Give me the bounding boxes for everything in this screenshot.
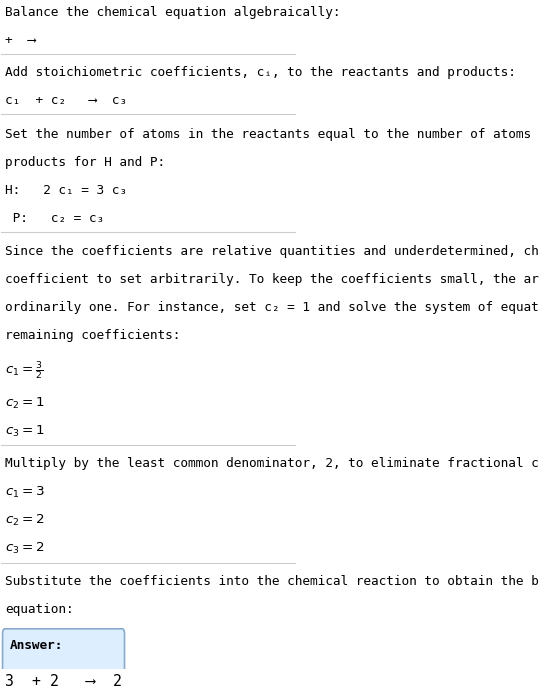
Text: Multiply by the least common denominator, 2, to eliminate fractional coefficient: Multiply by the least common denominator…: [5, 458, 539, 471]
Text: $c_3 = 2$: $c_3 = 2$: [5, 541, 45, 557]
Text: +  ⟶: + ⟶: [5, 34, 36, 47]
Text: Add stoichiometric coefficients, cᵢ, to the reactants and products:: Add stoichiometric coefficients, cᵢ, to …: [5, 66, 516, 79]
Text: $c_3 = 1$: $c_3 = 1$: [5, 424, 45, 439]
Text: H:   2 c₁ = 3 c₃: H: 2 c₁ = 3 c₃: [5, 184, 127, 197]
Text: Substitute the coefficients into the chemical reaction to obtain the balanced: Substitute the coefficients into the che…: [5, 574, 539, 588]
Text: P:   c₂ = c₃: P: c₂ = c₃: [5, 212, 104, 225]
Text: equation:: equation:: [5, 603, 73, 616]
Text: 3  + 2   ⟶  2: 3 + 2 ⟶ 2: [5, 674, 122, 688]
Text: Balance the chemical equation algebraically:: Balance the chemical equation algebraica…: [5, 6, 341, 19]
Text: ordinarily one. For instance, set c₂ = 1 and solve the system of equations for t: ordinarily one. For instance, set c₂ = 1…: [5, 301, 539, 314]
Text: Answer:: Answer:: [10, 639, 64, 652]
Text: coefficient to set arbitrarily. To keep the coefficients small, the arbitrary va: coefficient to set arbitrarily. To keep …: [5, 273, 539, 286]
Text: $c_1 = 3$: $c_1 = 3$: [5, 485, 45, 500]
Text: $c_2 = 1$: $c_2 = 1$: [5, 396, 45, 411]
Text: $c_2 = 2$: $c_2 = 2$: [5, 513, 45, 528]
Text: remaining coefficients:: remaining coefficients:: [5, 329, 180, 342]
Text: c₁  + c₂   ⟶  c₃: c₁ + c₂ ⟶ c₃: [5, 94, 127, 107]
FancyBboxPatch shape: [3, 629, 125, 688]
Text: $c_1 = \frac{3}{2}$: $c_1 = \frac{3}{2}$: [5, 360, 43, 382]
Text: Set the number of atoms in the reactants equal to the number of atoms in the: Set the number of atoms in the reactants…: [5, 127, 539, 140]
Text: products for H and P:: products for H and P:: [5, 155, 165, 169]
Text: Since the coefficients are relative quantities and underdetermined, choose a: Since the coefficients are relative quan…: [5, 245, 539, 258]
